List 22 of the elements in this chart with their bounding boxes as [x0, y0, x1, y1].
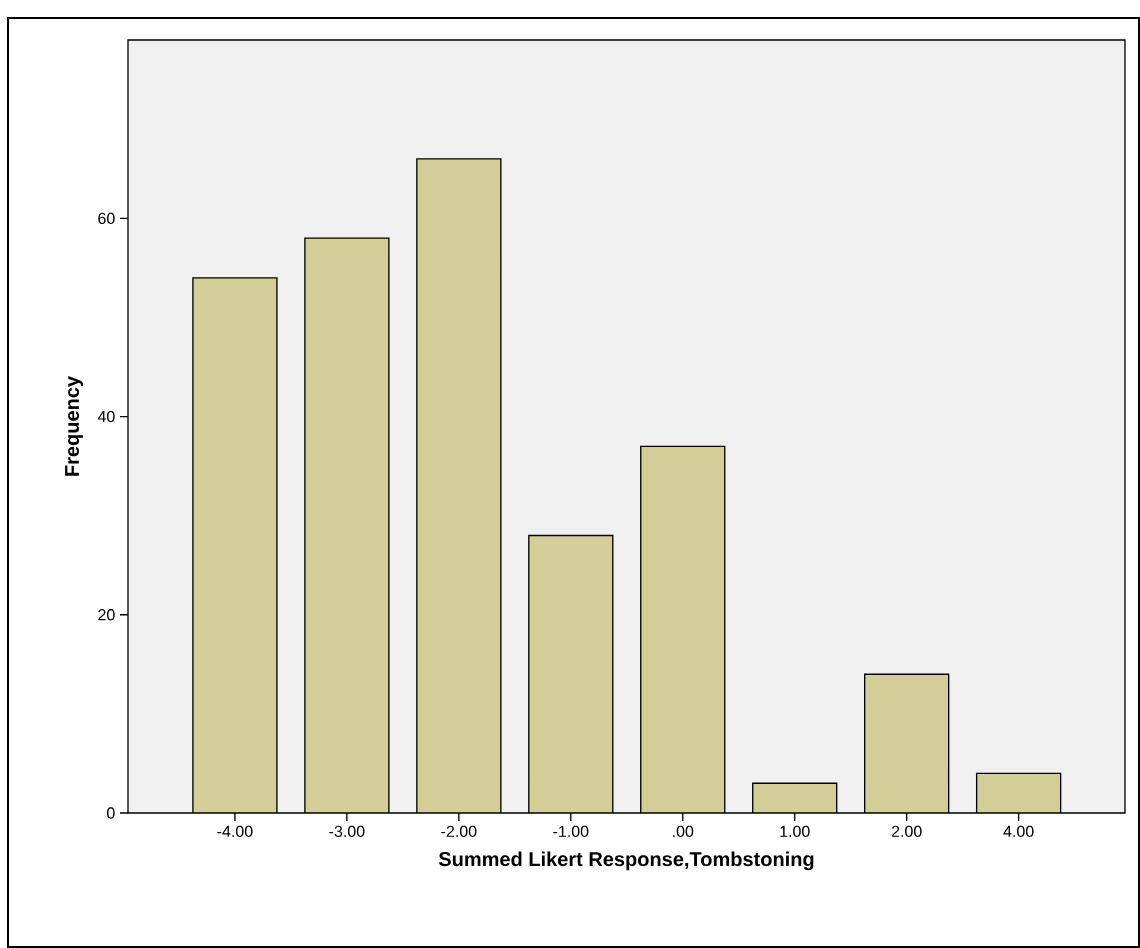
bar — [752, 783, 837, 813]
y-tick-label: 40 — [97, 410, 115, 423]
x-tick-label: -2.00 — [441, 825, 477, 838]
x-tick-label: -1.00 — [553, 825, 589, 838]
bar — [864, 674, 949, 813]
y-tick-label: 20 — [98, 609, 115, 621]
bar — [192, 277, 277, 813]
bar — [640, 446, 725, 813]
x-tick-label: -3.00 — [329, 825, 365, 838]
x-tick-label: 4.00 — [1003, 825, 1034, 838]
x-tick-label: -4.00 — [217, 825, 253, 838]
x-tick-label: 2.00 — [891, 825, 922, 838]
y-axis-title: Frequency — [65, 376, 83, 476]
bar — [304, 238, 389, 813]
bar — [528, 535, 613, 813]
x-tick-label: .00 — [673, 825, 694, 838]
x-tick-label: 1.00 — [780, 825, 810, 838]
y-tick-label: 60 — [98, 212, 115, 225]
bar — [975, 772, 1062, 813]
x-axis-title: Summed Likert Response,Tombstoning — [438, 851, 814, 871]
bar — [416, 158, 501, 813]
y-tick-label: 0 — [107, 807, 115, 819]
